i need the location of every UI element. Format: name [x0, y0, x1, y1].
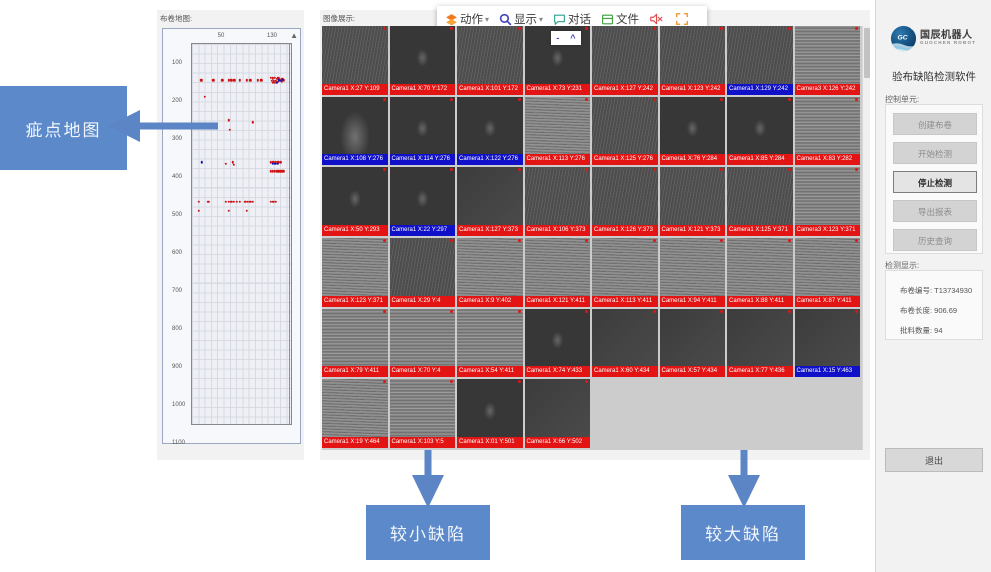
svg-text:GC: GC	[898, 34, 908, 41]
svg-text:™: ™	[911, 28, 914, 31]
